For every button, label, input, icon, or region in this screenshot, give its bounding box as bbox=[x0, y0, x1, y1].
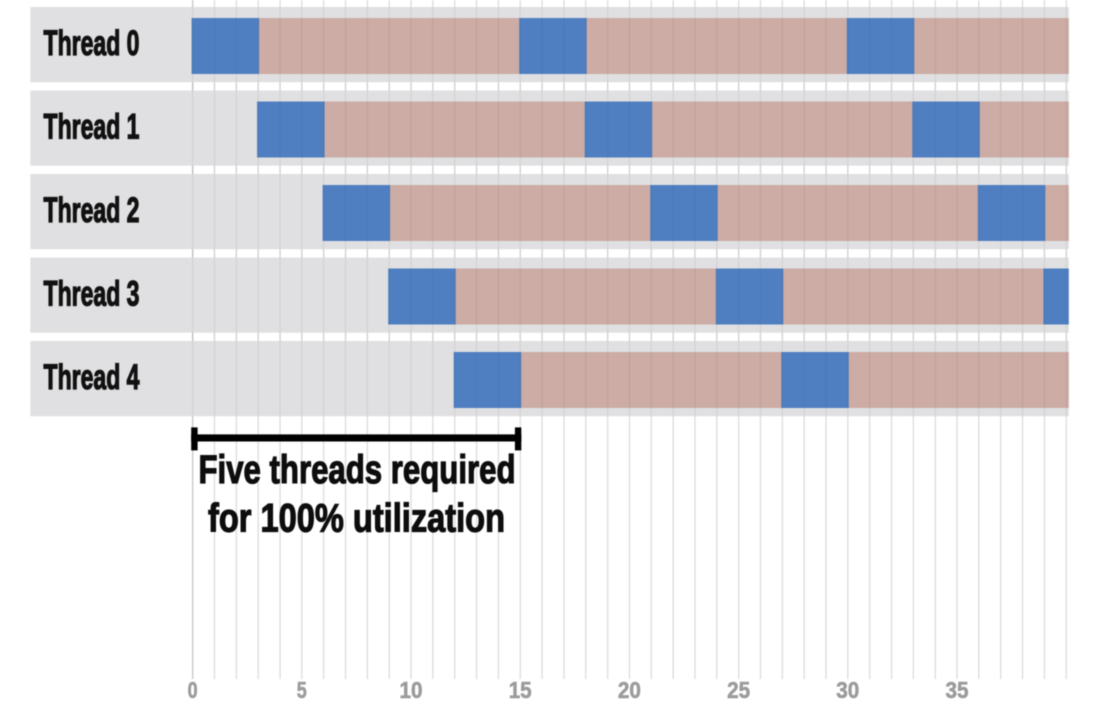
svg-text:Thread 0: Thread 0 bbox=[44, 24, 140, 63]
svg-text:25: 25 bbox=[727, 677, 750, 703]
svg-text:5: 5 bbox=[297, 677, 307, 703]
svg-text:Thread 1: Thread 1 bbox=[44, 108, 140, 147]
svg-text:0: 0 bbox=[188, 677, 198, 703]
svg-text:35: 35 bbox=[946, 677, 969, 703]
svg-text:30: 30 bbox=[836, 677, 859, 703]
svg-text:for 100% utilization: for 100% utilization bbox=[208, 497, 505, 541]
svg-text:20: 20 bbox=[618, 677, 641, 703]
svg-text:Thread 3: Thread 3 bbox=[44, 275, 140, 314]
svg-text:10: 10 bbox=[400, 677, 423, 703]
svg-text:Thread 4: Thread 4 bbox=[44, 358, 140, 397]
svg-text:15: 15 bbox=[509, 677, 532, 703]
svg-text:Five threads required: Five threads required bbox=[199, 448, 516, 492]
svg-text:Thread 2: Thread 2 bbox=[44, 191, 140, 230]
